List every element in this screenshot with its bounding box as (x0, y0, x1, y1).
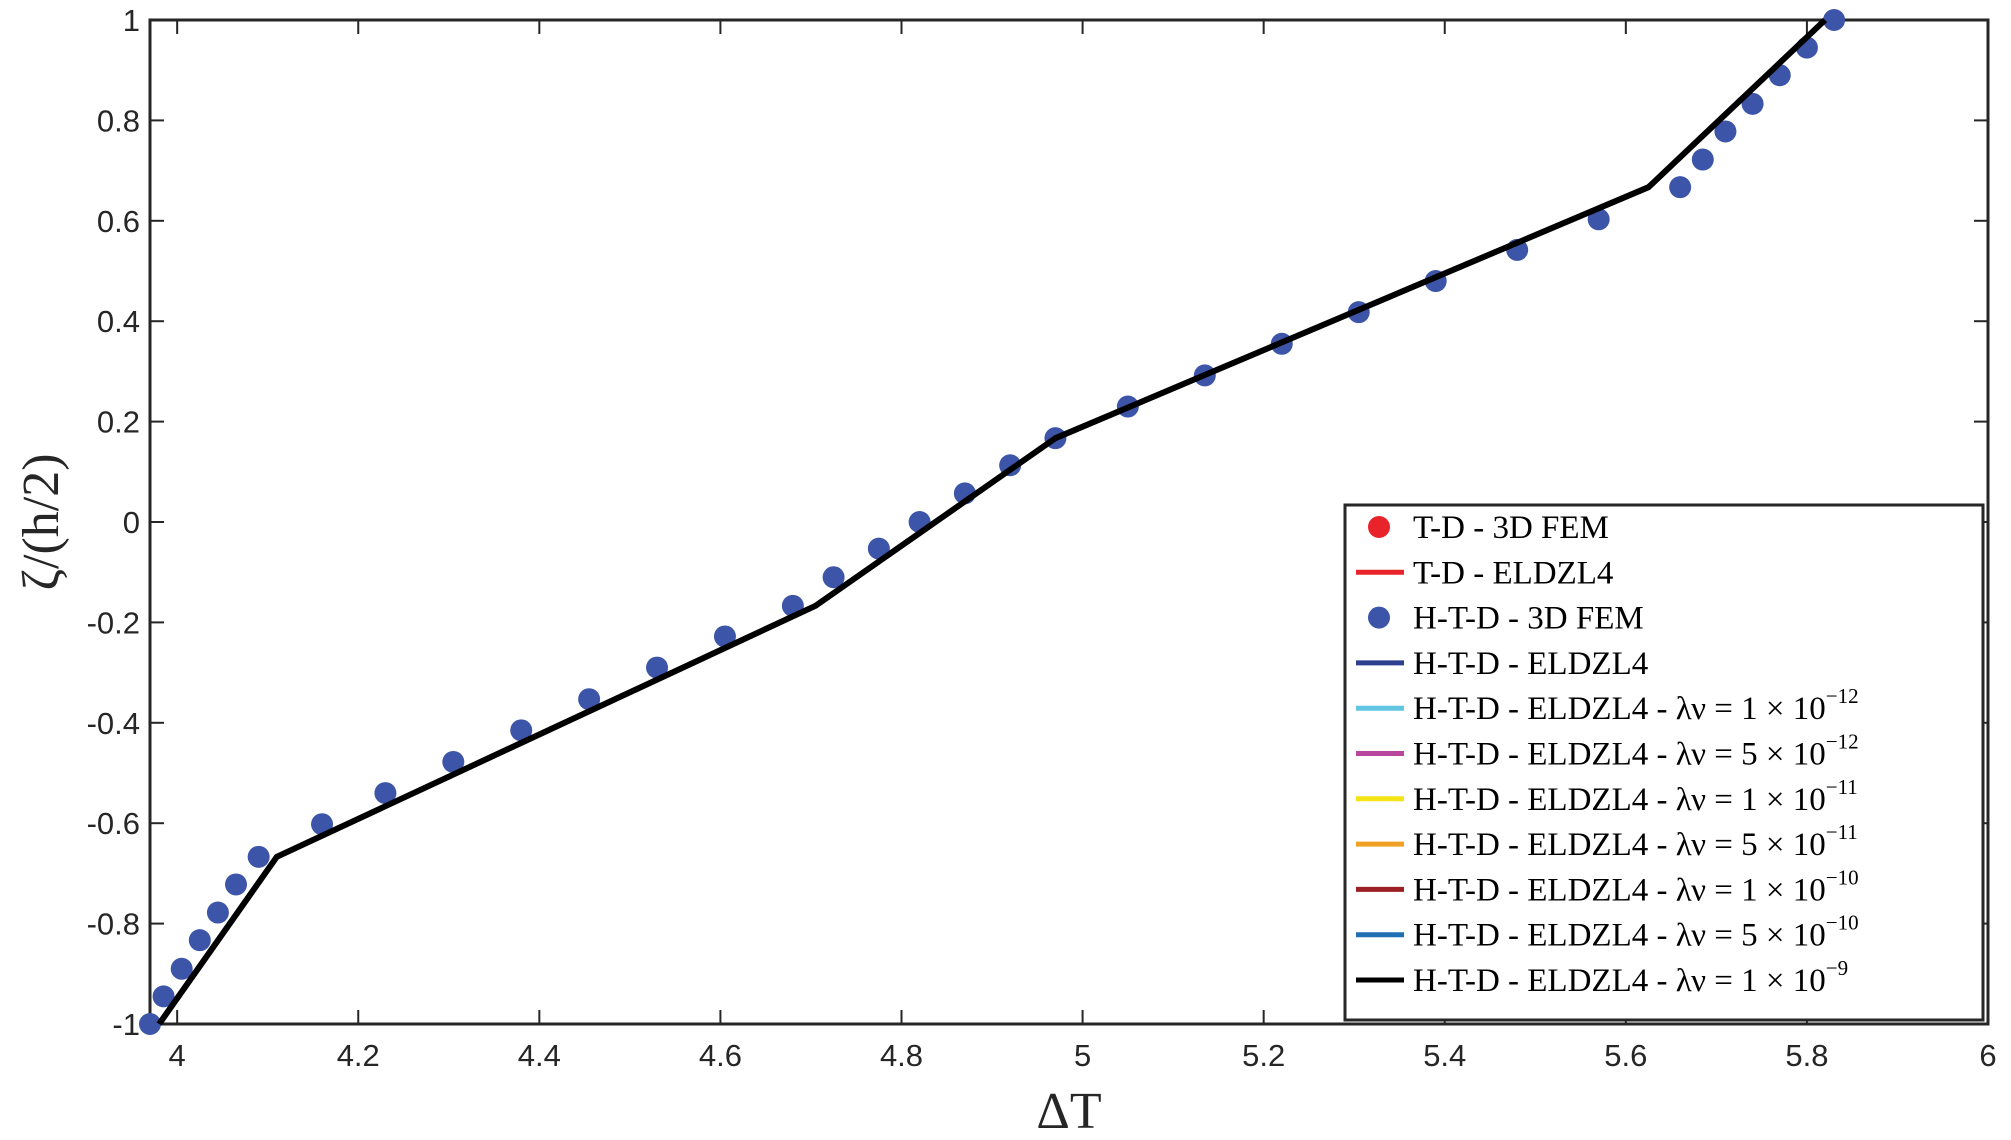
data-point (1691, 148, 1714, 171)
legend-label-exponent: −10 (1826, 865, 1859, 889)
x-axis-label: ΔT (1036, 1083, 1101, 1140)
data-point (139, 1013, 161, 1035)
y-tick-label: 0.4 (97, 304, 140, 339)
x-tick-label: 4.8 (880, 1038, 923, 1073)
legend-label-exponent: −11 (1826, 775, 1858, 799)
data-point (510, 719, 533, 742)
series-layer (139, 9, 1846, 1035)
data-point (247, 845, 270, 868)
y-tick-label: 0 (123, 505, 140, 540)
data-point (152, 985, 175, 1008)
data-point (170, 957, 193, 980)
x-tick-label: 4.6 (699, 1038, 742, 1073)
legend-label: H-T-D - ELDZL4 - λν = 5 × 10−11 (1413, 820, 1858, 863)
y-tick-label: -1 (112, 1007, 140, 1042)
data-point (578, 688, 601, 711)
x-tick-label: 4.2 (337, 1038, 380, 1073)
x-tick-label: 4 (169, 1038, 186, 1073)
data-point (225, 873, 248, 896)
legend-label: T-D - 3D FEM (1413, 510, 1609, 546)
y-tick-label: -0.8 (87, 907, 140, 942)
data-point (1669, 176, 1692, 199)
y-tick-label: 0.6 (97, 204, 140, 239)
legend-box (1343, 503, 1985, 1022)
x-tick-label: 5.4 (1423, 1038, 1466, 1073)
legend-label: H-T-D - ELDZL4 - λν = 1 × 10−12 (1413, 684, 1859, 727)
y-axis-label: ζ/(h/2) (13, 453, 70, 590)
data-point (206, 901, 229, 924)
legend-label: T-D - ELDZL4 (1413, 555, 1613, 591)
legend-label-exponent: −11 (1826, 820, 1858, 844)
x-tick-label: 6 (1979, 1038, 1996, 1073)
data-point (1823, 9, 1846, 31)
data-point (646, 656, 669, 679)
legend-label-exponent: −10 (1826, 911, 1859, 935)
data-point (1741, 92, 1764, 115)
x-tick-label: 5 (1074, 1038, 1091, 1073)
data-point (822, 566, 845, 589)
legend-label: H-T-D - ELDZL4 (1413, 646, 1648, 682)
legend-marker (1368, 606, 1390, 629)
x-tick-label: 5.8 (1785, 1038, 1828, 1073)
data-point (713, 625, 736, 648)
data-point (188, 929, 211, 952)
legend-label-exponent: −12 (1826, 684, 1859, 708)
data-point (311, 813, 334, 836)
x-tick-label: 5.6 (1604, 1038, 1647, 1073)
legend-label-exponent: −9 (1826, 956, 1848, 980)
y-tick-label: -0.6 (87, 806, 140, 841)
data-point (1714, 120, 1737, 143)
series-line (156, 17, 1828, 1026)
x-tick-label: 4.4 (518, 1038, 561, 1073)
axis-ticks: 4 4.2 4.4 4.6 4.8 5 5.2 5.4 5.6 5.8 6 -1 -0.8 -0.6 -0.… (87, 3, 1997, 1073)
legend-label: H-T-D - ELDZL4 - λν = 1 × 10−10 (1413, 865, 1859, 908)
y-tick-label: 0.8 (97, 103, 140, 138)
y-tick-label: 1 (123, 3, 140, 38)
legend-label: H-T-D - 3D FEM (1413, 601, 1644, 637)
legend-label: H-T-D - ELDZL4 - λν = 1 × 10−9 (1413, 956, 1848, 999)
y-tick-label: -0.4 (87, 706, 140, 741)
data-point (442, 750, 465, 773)
y-tick-label: 0.2 (97, 405, 140, 440)
data-point (374, 782, 397, 805)
legend-label: H-T-D - ELDZL4 - λν = 5 × 10−10 (1413, 911, 1859, 954)
legend-label-exponent: −12 (1826, 730, 1859, 754)
legend-label: H-T-D - ELDZL4 - λν = 1 × 10−11 (1413, 775, 1858, 818)
x-tick-label: 5.2 (1242, 1038, 1285, 1073)
legend-marker (1368, 516, 1390, 538)
legend-label: H-T-D - ELDZL4 - λν = 5 × 10−12 (1413, 730, 1859, 773)
y-tick-label: -0.2 (87, 605, 140, 640)
legend: T-D - 3D FEM T-D - ELDZL4 H-T-D - 3D FEM H-… (1343, 503, 1985, 1022)
